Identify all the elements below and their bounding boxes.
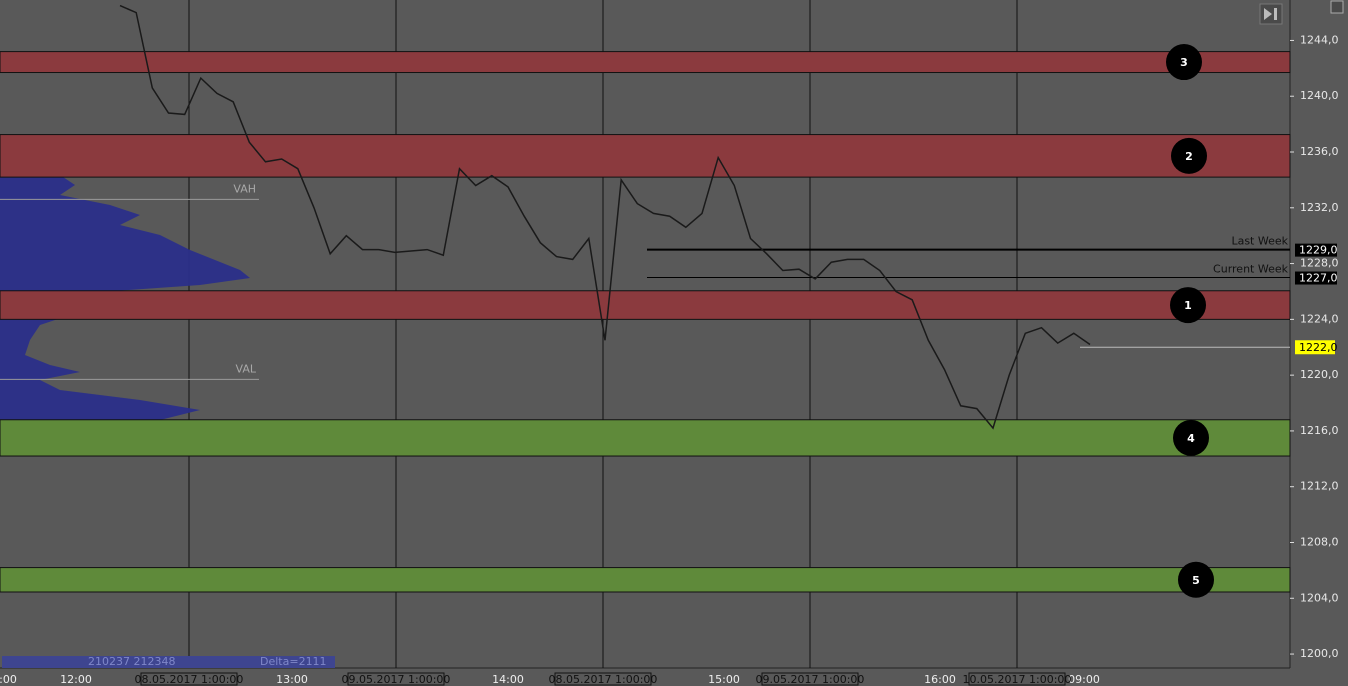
delta-text: Delta=2111	[260, 655, 327, 668]
time-label: :00	[0, 673, 17, 686]
zone-label: 1	[1184, 299, 1192, 312]
last-price-label: 1222,0	[1299, 341, 1338, 354]
y-tick-label: 1224,0	[1300, 312, 1339, 325]
level-name: Current Week	[1213, 263, 1289, 276]
zone-badge	[1166, 44, 1202, 81]
time-label: 13:00	[276, 673, 308, 686]
y-tick-label: 1232,0	[1300, 201, 1339, 214]
last-price-box	[1295, 340, 1335, 355]
zone-badge	[1173, 419, 1209, 456]
value-area-label: VAL	[236, 362, 257, 375]
date-label-box	[761, 672, 859, 686]
price-line	[119, 4, 1091, 430]
zone	[0, 419, 1291, 457]
zone	[0, 290, 1291, 320]
level-price-label: 1227,0	[1299, 272, 1338, 285]
date-label: 10.05.2017 1:00:00	[963, 673, 1072, 686]
y-tick-label: 1212,0	[1300, 480, 1339, 493]
zone	[0, 51, 1291, 74]
date-label: 08.05.2017 1:00:00	[135, 673, 244, 686]
level-name: Last Week	[1231, 235, 1288, 248]
zone-label: 2	[1185, 150, 1193, 163]
zone-label: 5	[1192, 574, 1200, 587]
date-label-box	[554, 672, 652, 686]
date-label: 09.05.2017 1:00:00	[756, 673, 865, 686]
y-tick-label: 1236,0	[1300, 145, 1339, 158]
zone-label: 4	[1187, 432, 1195, 445]
y-tick-label: 1216,0	[1300, 424, 1339, 437]
settings-button[interactable]	[1330, 0, 1344, 14]
y-tick-label: 1228,0	[1300, 257, 1339, 270]
y-tick-label: 1220,0	[1300, 368, 1339, 381]
y-tick-label: 1244,0	[1300, 33, 1339, 46]
date-label-box	[347, 672, 445, 686]
zone-badge	[1170, 287, 1206, 324]
date-label-box	[140, 672, 238, 686]
time-label: 16:00	[924, 673, 956, 686]
y-tick-label: 1204,0	[1300, 591, 1339, 604]
time-label: 15:00	[708, 673, 740, 686]
time-label: 12:00	[60, 673, 92, 686]
zone-badge	[1171, 137, 1207, 174]
zone-badge	[1178, 561, 1214, 598]
time-label: 09:00	[1068, 673, 1100, 686]
volume-profile	[0, 140, 250, 456]
footer-bar	[2, 656, 335, 668]
y-tick-label: 1240,0	[1300, 89, 1339, 102]
vertical-grid	[188, 0, 1018, 668]
level-price-box	[1295, 243, 1337, 257]
date-label: 09.05.2017 1:00:00	[342, 673, 451, 686]
time-label: 14:00	[492, 673, 524, 686]
zone-label: 3	[1180, 56, 1188, 69]
volume-text: 210237 212348	[88, 655, 175, 668]
y-tick-label: 1208,0	[1300, 535, 1339, 548]
date-label: 08.05.2017 1:00:00	[549, 673, 658, 686]
y-tick-label: 1200,0	[1300, 647, 1339, 660]
scroll-end-icon	[1264, 8, 1277, 20]
date-label-box	[968, 672, 1066, 686]
zone	[0, 134, 1291, 178]
zone	[0, 567, 1291, 593]
value-area-label: VAH	[233, 182, 256, 195]
level-price-label: 1229,0	[1299, 244, 1338, 257]
level-price-box	[1295, 271, 1337, 285]
